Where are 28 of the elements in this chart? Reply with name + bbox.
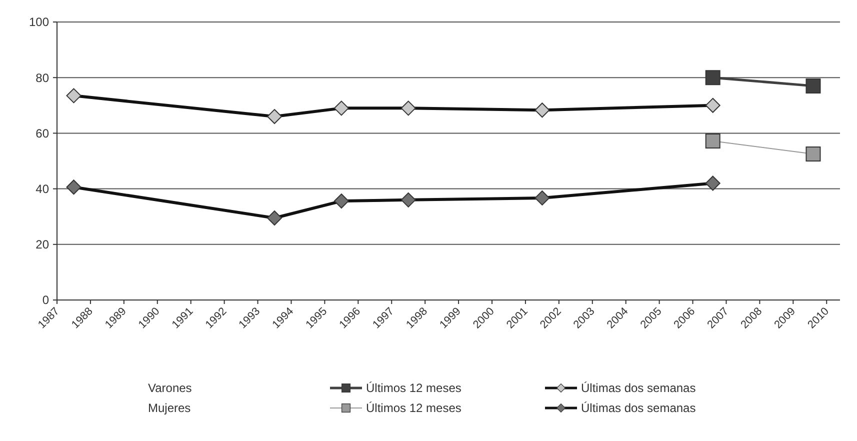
point bbox=[66, 180, 82, 195]
point bbox=[705, 133, 720, 148]
y-tick-label: 100 bbox=[28, 15, 50, 30]
legend-label: Últimos 12 meses bbox=[366, 401, 462, 416]
point bbox=[334, 100, 349, 116]
point bbox=[534, 190, 550, 206]
legend-label: Últimas dos semanas bbox=[581, 381, 696, 396]
point bbox=[267, 109, 282, 124]
y-tick-label: 40 bbox=[36, 182, 50, 196]
point bbox=[534, 102, 550, 118]
point bbox=[705, 176, 720, 191]
y-tick-label: 80 bbox=[36, 70, 50, 85]
y-tick-label: 60 bbox=[36, 126, 50, 140]
point bbox=[705, 70, 720, 86]
y-tick-label: 20 bbox=[36, 238, 50, 252]
point bbox=[400, 100, 416, 116]
legend-label: Últimas dos semanas bbox=[581, 401, 696, 416]
legend-label: Últimos 12 meses bbox=[366, 381, 462, 396]
point bbox=[334, 194, 349, 209]
text: Mujeres bbox=[148, 401, 191, 416]
y-tick-label: 0 bbox=[42, 293, 50, 308]
point bbox=[705, 98, 720, 113]
point bbox=[66, 88, 82, 104]
text: Varones bbox=[148, 381, 192, 396]
point bbox=[806, 78, 821, 94]
point bbox=[267, 210, 282, 226]
point bbox=[400, 192, 416, 208]
point bbox=[806, 146, 821, 162]
